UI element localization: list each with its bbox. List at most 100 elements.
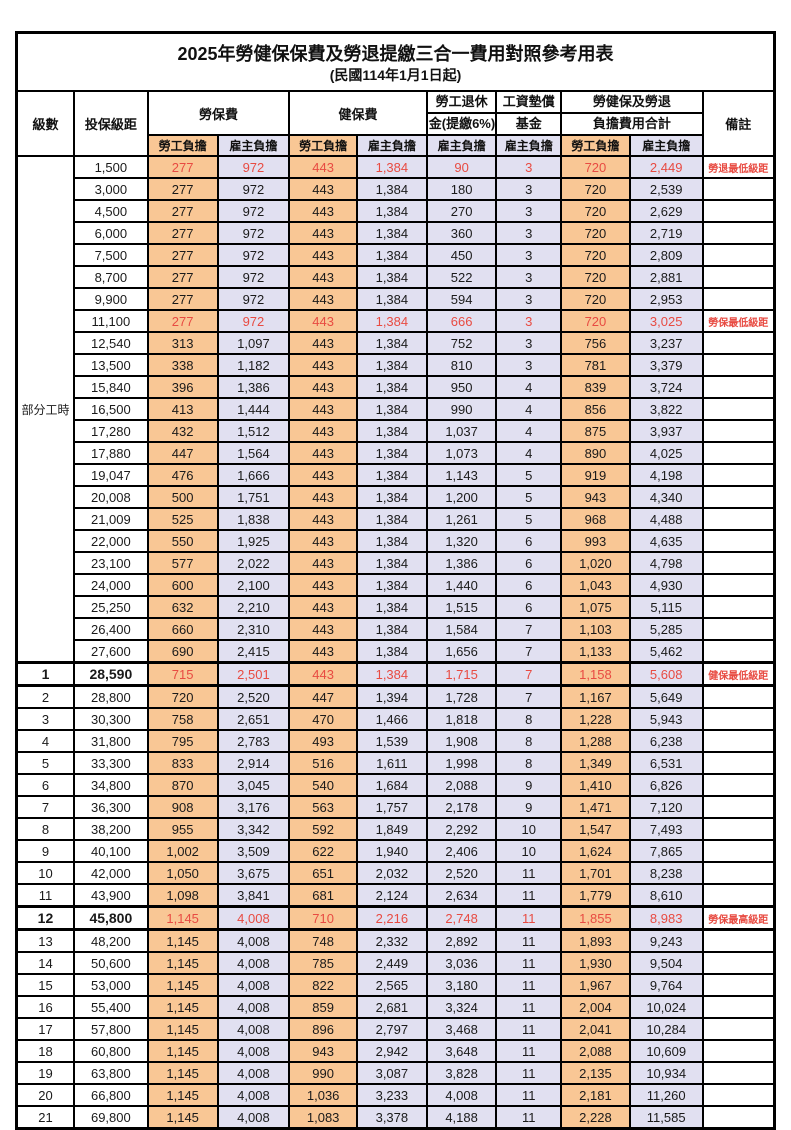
cell-hi-employee: 443 [288,221,358,245]
cell-remark [701,353,776,377]
table-row: 17 57,800 1,145 4,008 896 2,797 3,468 11 2,041 10… [15,1017,776,1041]
cell-wage-fund-employer: 8 [495,707,563,731]
cell-total-employee: 839 [560,375,631,399]
cell-li-employee: 690 [146,639,219,664]
cell-hi-employee: 443 [288,595,358,619]
cell-li-employer: 2,210 [216,595,291,619]
cell-hi-employer: 1,384 [356,221,428,245]
cell-total-employee: 2,228 [560,1105,631,1130]
cell-level: 4 [15,729,75,753]
cell-li-employer: 1,444 [216,397,291,421]
cell-level: 14 [15,951,75,975]
cell-li-employee: 525 [146,507,219,531]
cell-wage-fund-employer: 4 [495,441,563,465]
cell-total-employer: 8,983 [628,905,704,931]
table-row: 21 69,800 1,145 4,008 1,083 3,378 4,188 11 2,228… [15,1105,776,1130]
cell-li-employer: 3,675 [216,861,291,885]
cell-li-employee: 1,145 [146,1039,219,1063]
cell-wage-fund-employer: 6 [495,529,563,553]
cell-pension-employer: 2,292 [425,817,498,841]
cell-pension-employer: 2,178 [425,795,498,819]
table-row: 12,540 313 1,097 443 1,384 752 3 756 3,237 [17,331,776,355]
table-row: 3,000 277 972 443 1,384 180 3 720 2,539 [17,177,776,201]
cell-wage-fund-employer: 11 [495,928,563,953]
table-title-block: 2025年勞健保保費及勞退提繳三合一費用對照參考用表 (民國114年1月1日起) [15,31,776,92]
cell-pension-employer: 666 [425,309,498,333]
cell-wage-fund-employer: 11 [495,1061,563,1085]
cell-wage-fund-employer: 11 [495,905,563,931]
table-row: 2 28,800 720 2,520 447 1,394 1,728 7 1,167 5,649 [15,684,776,709]
cell-li-employee: 660 [146,617,219,641]
cell-hi-employee: 943 [288,1039,358,1063]
table-row: 9,900 277 972 443 1,384 594 3 720 2,953 [17,287,776,311]
cell-total-employee: 1,410 [560,773,631,797]
cell-hi-employee: 822 [288,973,358,997]
cell-pension-employer: 1,728 [425,684,498,709]
cell-li-employer: 1,386 [216,375,291,399]
cell-wage-fund-employer: 7 [495,617,563,641]
cell-hi-employer: 1,940 [356,839,428,863]
cell-li-employer: 4,008 [216,1039,291,1063]
table-body: 部分工時 1,500 277 972 443 1,384 90 3 720 2,449 勞退最低級距… [15,155,776,1130]
cell-total-employee: 1,893 [560,928,631,953]
col-header-remark: 備註 [701,90,776,157]
cell-hi-employer: 1,384 [356,463,428,487]
cell-hi-employee: 785 [288,951,358,975]
cell-li-employee: 432 [146,419,219,443]
cell-level: 8 [15,817,75,841]
cell-li-employer: 4,008 [216,928,291,953]
cell-li-employee: 277 [146,243,219,267]
cell-total-employer: 5,943 [628,707,704,731]
cell-total-employer: 9,243 [628,928,704,953]
cell-total-employer: 5,649 [628,684,704,709]
cell-wage-fund-employer: 10 [495,839,563,863]
table-row: 22,000 550 1,925 443 1,384 1,320 6 993 4,635 [17,529,776,553]
col-header-pension-line1: 勞工退休 [425,90,498,114]
cell-wage-fund-employer: 5 [495,485,563,509]
cell-bracket: 28,590 [72,661,149,687]
cell-wage-fund-employer: 11 [495,883,563,908]
cell-wage-fund-employer: 3 [495,309,563,333]
cell-wage-fund-employer: 7 [495,684,563,709]
cell-wage-fund-employer: 8 [495,729,563,753]
cell-li-employer: 4,008 [216,995,291,1019]
cell-li-employee: 413 [146,397,219,421]
cell-total-employer: 8,610 [628,883,704,908]
cell-li-employer: 2,520 [216,684,291,709]
cell-li-employee: 500 [146,485,219,509]
cell-remark [701,928,776,953]
cell-hi-employee: 443 [288,353,358,377]
cell-pension-employer: 1,261 [425,507,498,531]
table-row: 18 60,800 1,145 4,008 943 2,942 3,648 11 2,088 10… [15,1039,776,1063]
cell-remark [701,441,776,465]
cell-level-part-time: 部分工時 [15,155,75,664]
cell-pension-employer: 950 [425,375,498,399]
cell-bracket: 30,300 [72,707,149,731]
cell-hi-employee: 1,083 [288,1105,358,1130]
cell-pension-employer: 4,188 [425,1105,498,1130]
cell-hi-employee: 443 [288,507,358,531]
table-row: 7,500 277 972 443 1,384 450 3 720 2,809 [17,243,776,267]
cell-pension-employer: 1,818 [425,707,498,731]
cell-level: 9 [15,839,75,863]
cell-li-employer: 972 [216,243,291,267]
cell-total-employer: 4,930 [628,573,704,597]
cell-hi-employee: 443 [288,199,358,223]
cell-pension-employer: 270 [425,199,498,223]
cell-total-employer: 5,462 [628,639,704,664]
cell-li-employee: 720 [146,684,219,709]
cell-total-employer: 3,822 [628,397,704,421]
cell-li-employee: 1,145 [146,928,219,953]
cell-wage-fund-employer: 6 [495,551,563,575]
cell-hi-employee: 896 [288,1017,358,1041]
premium-table: 2025年勞健保保費及勞退提繳三合一費用對照參考用表 (民國114年1月1日起)… [15,31,776,1130]
cell-hi-employee: 859 [288,995,358,1019]
cell-hi-employer: 2,124 [356,883,428,908]
table-row: 21,009 525 1,838 443 1,384 1,261 5 968 4,488 [17,507,776,531]
cell-level: 18 [15,1039,75,1063]
cell-bracket: 57,800 [72,1017,149,1041]
table-row: 16 55,400 1,145 4,008 859 2,681 3,324 11 2,004 10… [15,995,776,1019]
cell-li-employee: 277 [146,221,219,245]
table-row: 27,600 690 2,415 443 1,384 1,656 7 1,133 5,462 [17,639,776,664]
cell-hi-employer: 1,384 [356,441,428,465]
